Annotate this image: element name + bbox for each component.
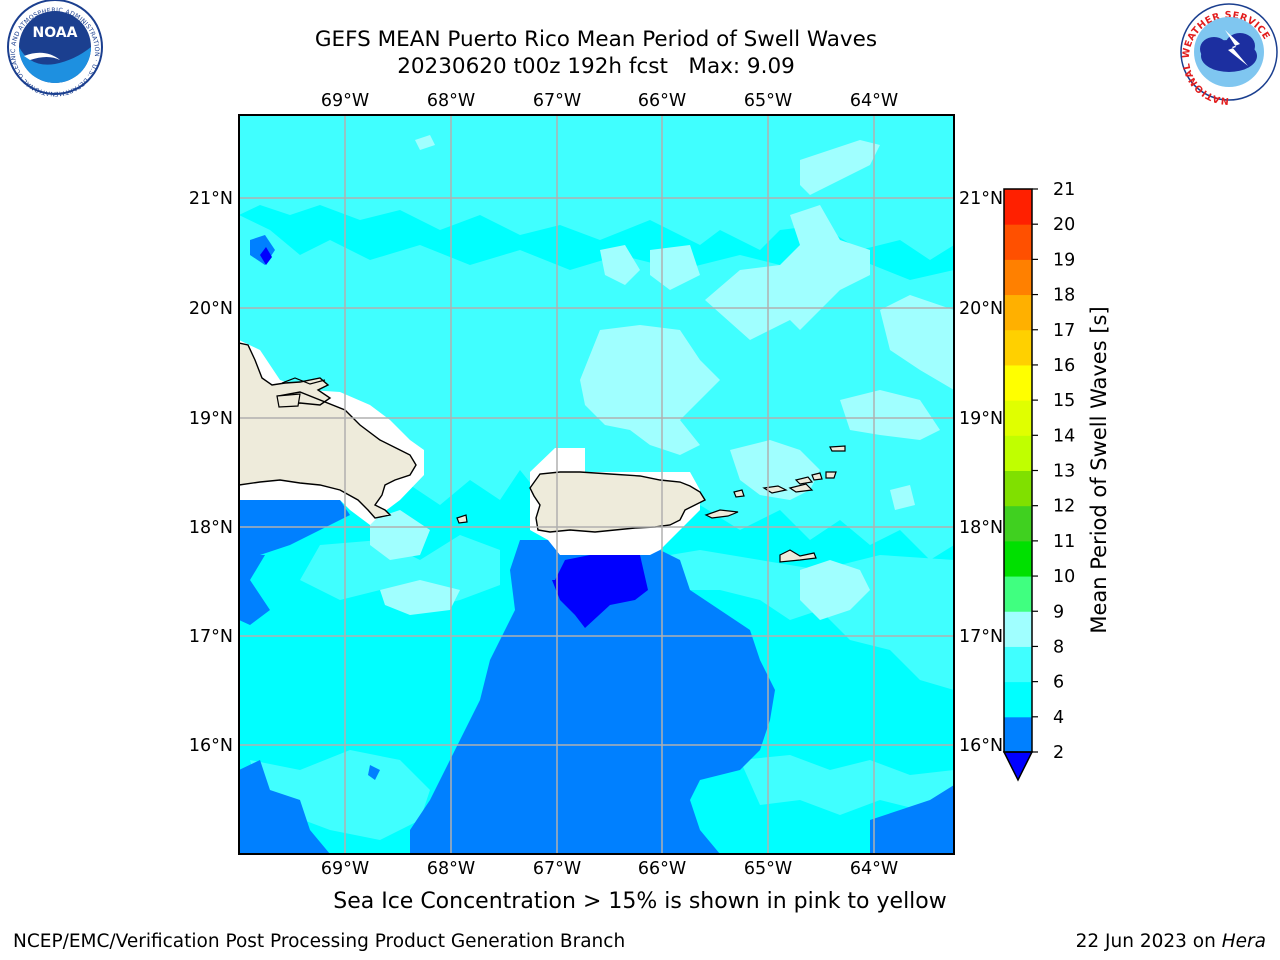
colorbar-segment — [1004, 329, 1032, 366]
period-lt-2-region — [260, 247, 648, 628]
noaa-logo: NATIONAL OCEANIC AND ATMOSPHERIC ADMINIS… — [0, 0, 103, 97]
lon-label-bottom: 68°W — [427, 859, 475, 879]
colorbar-label: Mean Period of Swell Waves [s] — [1087, 306, 1111, 633]
colorbar-tick-label: 6 — [1053, 673, 1064, 693]
colorbar-tick-label: 8 — [1053, 637, 1064, 657]
lon-label-bottom: 67°W — [533, 859, 581, 879]
footer-branch: NCEP/EMC/Verification Post Processing Pr… — [13, 931, 626, 952]
lat-label-right: 20°N — [959, 299, 1003, 319]
lat-label-right: 16°N — [959, 736, 1003, 756]
colorbar-segment — [1004, 435, 1032, 471]
lat-label-right: 17°N — [959, 627, 1003, 647]
sea-ice-note: Sea Ice Concentration > 15% is shown in … — [333, 889, 947, 914]
period-2-4-region — [239, 235, 954, 854]
lat-label-left: 17°N — [189, 627, 233, 647]
colorbar-segment — [1004, 224, 1032, 260]
lon-label-top: 64°W — [850, 91, 898, 111]
graticule — [239, 115, 954, 854]
lat-label-right: 21°N — [959, 189, 1003, 209]
lat-labels-left: 21°N 20°N 19°N 18°N 17°N 16°N — [189, 189, 233, 756]
hispaniola-coast-detail — [281, 377, 326, 385]
colorbar-segments — [1004, 189, 1032, 753]
colorbar-segment — [1004, 189, 1032, 225]
lon-label-top: 67°W — [533, 91, 581, 111]
lon-label-bottom: 65°W — [744, 859, 792, 879]
lat-label-left: 16°N — [189, 736, 233, 756]
colorbar-extend-triangle — [1002, 751, 1034, 782]
map-frame — [238, 114, 955, 855]
lon-label-top: 69°W — [321, 91, 369, 111]
colorbar-tick-label: 4 — [1053, 708, 1064, 728]
colorbar-tick-label: 16 — [1053, 356, 1075, 376]
colorbar-tick-label: 10 — [1053, 567, 1075, 587]
lon-labels-top: 69°W 68°W 67°W 66°W 65°W 64°W — [321, 91, 898, 111]
colorbar-segment — [1004, 576, 1032, 612]
lon-label-bottom: 69°W — [321, 859, 369, 879]
colorbar-tick-label: 2 — [1053, 743, 1064, 763]
colorbar: 2 4 6 8 9 10 11 12 13 14 15 16 17 18 19 20 21 Mean Perio… — [1002, 180, 1111, 782]
colorbar-segment — [1004, 681, 1032, 718]
colorbar-segment — [1004, 400, 1032, 436]
lon-label-top: 68°W — [427, 91, 475, 111]
chart-title: GEFS MEAN Puerto Rico Mean Period of Swe… — [236, 26, 956, 80]
noaa-label: NOAA — [33, 25, 78, 41]
colorbar-segment — [1004, 611, 1032, 647]
colorbar-tick-label: 12 — [1053, 497, 1075, 517]
colorbar-tick-label: 13 — [1053, 462, 1075, 482]
colorbar-tick-label: 15 — [1053, 391, 1075, 411]
colorbar-segment — [1004, 505, 1032, 542]
colorbar-segment — [1004, 646, 1032, 683]
lon-label-top: 66°W — [638, 91, 686, 111]
colorbar-segment — [1004, 716, 1032, 753]
lat-label-right: 19°N — [959, 409, 1003, 429]
footer-date-text: 22 Jun 2023 on — [1075, 931, 1222, 952]
colorbar-segment — [1004, 364, 1032, 401]
gonave-island — [276, 393, 301, 408]
colorbar-segment — [1004, 259, 1032, 296]
lat-labels-right: 21°N 20°N 19°N 18°N 17°N 16°N — [959, 189, 1003, 756]
colorbar-tick-label: 18 — [1053, 286, 1075, 306]
colorbar-segment — [1004, 540, 1032, 577]
colorbar-tick-label: 9 — [1053, 602, 1064, 622]
colorbar-tick-label: 19 — [1053, 250, 1075, 270]
lon-labels-bottom: 69°W 68°W 67°W 66°W 65°W 64°W — [321, 859, 898, 879]
lat-label-right: 18°N — [959, 518, 1003, 538]
lat-label-left: 21°N — [189, 189, 233, 209]
footer-host: Hera — [1221, 931, 1266, 952]
title-line-2: 20230620 t00z 192h fcst Max: 9.09 — [397, 54, 795, 79]
lon-label-bottom: 66°W — [638, 859, 686, 879]
lat-label-left: 19°N — [189, 409, 233, 429]
title-line-1: GEFS MEAN Puerto Rico Mean Period of Swe… — [314, 27, 878, 52]
lat-label-left: 18°N — [189, 518, 233, 538]
hispaniola-land — [239, 342, 417, 519]
footer-date: 22 Jun 2023 on Hera — [1076, 931, 1266, 952]
lat-label-left: 20°N — [189, 299, 233, 319]
map-area — [239, 115, 954, 854]
colorbar-tick-label: 17 — [1053, 321, 1075, 341]
small-islands — [456, 445, 846, 563]
colorbar-segment — [1004, 470, 1032, 507]
colorbar-tick-label: 11 — [1053, 532, 1075, 552]
colorbar-segment — [1004, 294, 1032, 331]
colorbar-tick-label: 20 — [1053, 215, 1075, 235]
period-8-9-region — [370, 135, 954, 620]
lon-label-top: 65°W — [744, 91, 792, 111]
colorbar-tick-label: 14 — [1053, 426, 1075, 446]
lon-label-bottom: 64°W — [850, 859, 898, 879]
colorbar-ticks: 2 4 6 8 9 10 11 12 13 14 15 16 17 18 19 20 21 — [1032, 180, 1075, 763]
nws-logo: NATIONAL WEATHER SERVICE — [1180, 3, 1278, 106]
colorbar-tick-label: 21 — [1053, 180, 1075, 200]
